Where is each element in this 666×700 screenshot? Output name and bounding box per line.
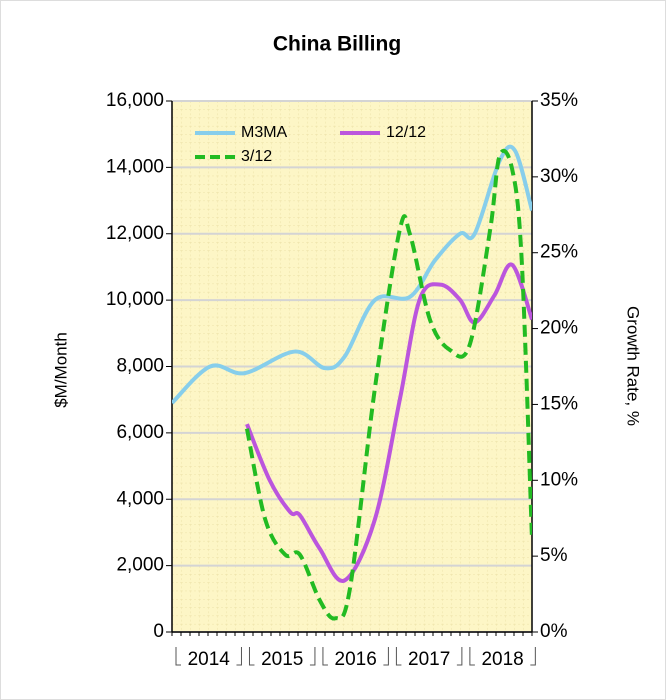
series-line <box>245 262 532 583</box>
y2-tick-label: 25% <box>540 242 578 263</box>
y2-axis-label: Growth Rate, % <box>624 306 643 426</box>
y2-tick-label: 35% <box>540 90 578 111</box>
x-tick-label: 2016 <box>335 649 377 670</box>
y-tick-label: 16,000 <box>106 90 164 111</box>
legend-label: 12/12 <box>386 124 426 141</box>
y-tick-label: 2,000 <box>116 555 164 576</box>
x-tick-label: 2018 <box>481 649 523 670</box>
y2-tick-label: 10% <box>540 469 578 490</box>
y2-tick-label: 30% <box>540 166 578 187</box>
y-tick-label: 10,000 <box>106 289 164 310</box>
y2-tick-label: 20% <box>540 318 578 339</box>
x-tick-label: 2014 <box>188 649 231 670</box>
series-line <box>244 148 532 621</box>
x-tick-label: 2015 <box>261 649 303 670</box>
x-tick-label: 2017 <box>408 649 450 670</box>
x-bracket <box>469 647 536 666</box>
chart-title: China Billing <box>273 33 401 56</box>
y-tick-label: 4,000 <box>116 488 164 509</box>
x-bracket <box>175 647 242 666</box>
y-axis-label: $M/Month <box>51 332 70 408</box>
y-tick-label: 12,000 <box>106 223 164 244</box>
x-bracket <box>248 647 316 666</box>
y-tick-label: 8,000 <box>116 356 164 377</box>
x-bracket <box>395 647 463 666</box>
y-tick-label: 14,000 <box>106 156 164 177</box>
y2-tick-label: 5% <box>540 545 568 566</box>
legend-label: M3MA <box>241 124 288 141</box>
y-tick-label: 6,000 <box>116 422 164 443</box>
y2-tick-label: 0% <box>540 621 568 642</box>
legend-label: 3/12 <box>241 148 272 165</box>
y2-tick-label: 15% <box>540 393 578 414</box>
y-tick-label: 0 <box>153 621 164 642</box>
x-bracket <box>322 647 389 666</box>
